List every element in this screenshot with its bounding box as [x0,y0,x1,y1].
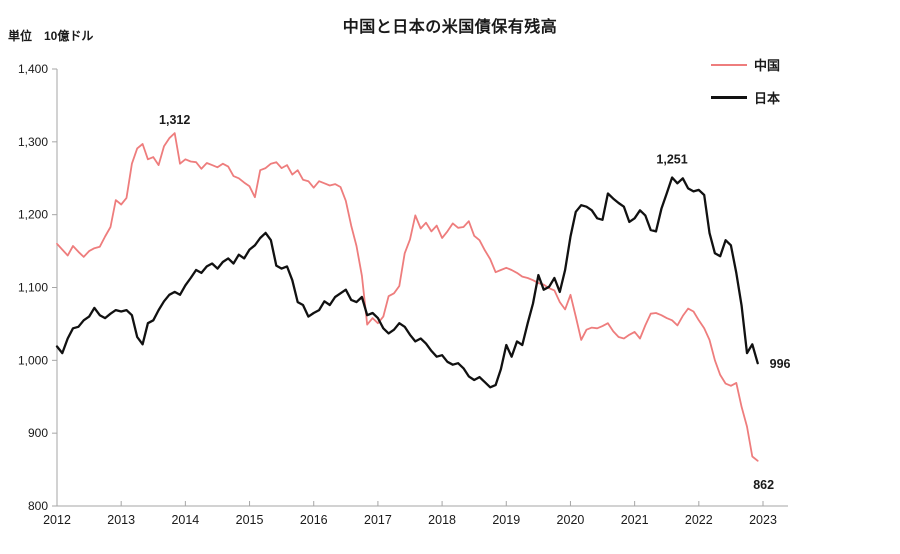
legend-item-china: 中国 [711,55,780,74]
annotation-996: 996 [770,357,791,371]
japan-line [55,176,759,389]
y-tick-label: 800 [28,499,48,513]
x-tick-label: 2013 [107,513,135,527]
y-tick-label: 1,000 [18,353,48,367]
china-line [56,132,759,462]
x-tick-label: 2023 [749,513,777,527]
x-tick-label: 2017 [364,513,392,527]
x-tick-label: 2015 [236,513,264,527]
japan-line-sample [711,96,747,99]
chart-title: 中国と日本の米国債保有残高 [342,19,558,36]
x-tick-label: 2022 [685,513,713,527]
annotation-862: 862 [753,478,774,492]
x-tick-label: 2012 [43,513,71,527]
legend-label-china: 中国 [754,58,781,73]
legend-label-japan: 日本 [754,91,781,106]
y-tick-label: 1,300 [18,135,48,149]
x-tick-label: 2016 [300,513,328,527]
x-tick-label: 2021 [621,513,649,527]
annotation-1,312: 1,312 [159,113,190,127]
y-tick-label: 1,400 [18,62,48,76]
x-tick-label: 2020 [557,513,585,527]
x-tick-label: 2019 [492,513,520,527]
legend: 中国 日本 [711,55,780,107]
annotation-1,251: 1,251 [656,153,687,167]
legend-item-japan: 日本 [711,88,780,107]
x-tick-label: 2014 [171,513,199,527]
y-tick-label: 1,200 [18,208,48,222]
x-tick-label: 2018 [428,513,456,527]
unit-label: 単位 10億ドル [8,29,94,43]
china-line-sample [711,63,747,66]
y-tick-label: 1,100 [18,281,48,295]
y-tick-label: 900 [28,426,48,440]
